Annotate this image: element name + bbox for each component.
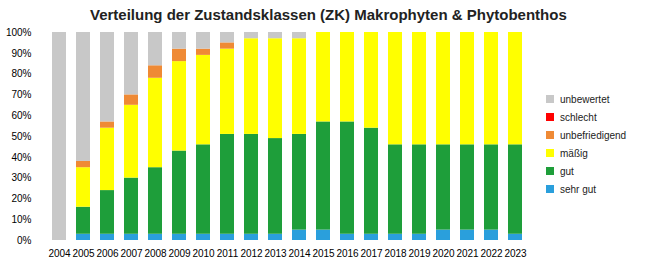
svg-text:70%: 70% <box>11 89 31 100</box>
html-text:unbewertet: unbewertet <box>560 93 610 105</box>
svg-text:0%: 0% <box>17 235 32 246</box>
svg-text:2007: 2007 <box>120 248 143 259</box>
svg-text:2023: 2023 <box>504 248 527 259</box>
svg-text:90%: 90% <box>11 48 31 59</box>
svg-text:100%: 100% <box>6 27 32 38</box>
svg-text:2014: 2014 <box>288 248 311 259</box>
svg-text:2004: 2004 <box>48 248 71 259</box>
svg-text:2009: 2009 <box>168 248 191 259</box>
svg-text:2020: 2020 <box>432 248 455 259</box>
svg-text:2012: 2012 <box>240 248 263 259</box>
svg-text:2021: 2021 <box>456 248 479 259</box>
svg-text:2015: 2015 <box>312 248 335 259</box>
svg-text:10%: 10% <box>11 214 31 225</box>
svg-text:2005: 2005 <box>72 248 95 259</box>
svg-text:2022: 2022 <box>480 248 503 259</box>
svg-text:2006: 2006 <box>96 248 119 259</box>
svg-text:2017: 2017 <box>360 248 383 259</box>
svg-text:2018: 2018 <box>384 248 407 259</box>
svg-text:30%: 30% <box>11 172 31 183</box>
svg-text:2013: 2013 <box>264 248 287 259</box>
svg-text:2016: 2016 <box>336 248 359 259</box>
svg-text:2011: 2011 <box>217 248 239 259</box>
svg-text:2008: 2008 <box>144 248 167 259</box>
svg-text:20%: 20% <box>11 193 31 204</box>
html-text:gut: gut <box>560 165 574 177</box>
svg-text:2019: 2019 <box>408 248 431 259</box>
svg-text:2010: 2010 <box>192 248 215 259</box>
svg-text:50%: 50% <box>11 131 31 142</box>
svg-text:80%: 80% <box>11 68 31 79</box>
html-text:mäßig: mäßig <box>560 147 588 159</box>
html-text:Verteilung der Zustandsklassen: Verteilung der Zustandsklassen (ZK) Makr… <box>90 6 567 23</box>
svg-text:60%: 60% <box>11 110 31 121</box>
html-text:sehr gut: sehr gut <box>560 183 597 195</box>
html-text:unbefriedigend: unbefriedigend <box>560 129 627 141</box>
html-text:schlecht: schlecht <box>560 111 597 123</box>
svg-text:40%: 40% <box>11 152 31 163</box>
